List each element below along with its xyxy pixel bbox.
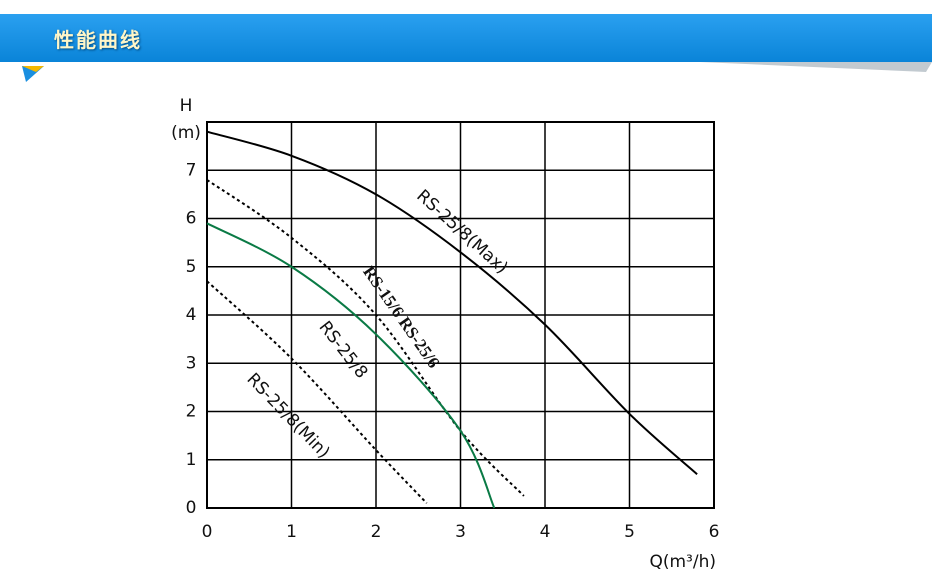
corner-icon: [22, 66, 44, 72]
y-tick-label: 3: [186, 353, 197, 373]
y-tick-label: 0: [186, 498, 197, 518]
curve: [206, 179, 525, 497]
header-title: 性能曲线: [54, 28, 142, 52]
curve-label: RS-15/6 RS-25/6: [359, 263, 443, 372]
x-tick-label: 4: [540, 522, 551, 542]
curve-label: RS-25/8: [315, 317, 372, 382]
y-tick-label: 6: [186, 209, 197, 229]
x-tick-label: 6: [709, 522, 720, 542]
x-tick-label: 1: [286, 522, 297, 542]
y-tick-label: 2: [186, 402, 197, 422]
curve-label: RS-25/8(Min): [242, 369, 333, 462]
y-tick-label: 1: [186, 450, 197, 470]
x-tick-label: 2: [371, 522, 382, 542]
y-axis-label: H: [180, 96, 193, 116]
banner-shadow: [700, 62, 932, 72]
curve-label: RS-25/8(Max): [412, 186, 511, 278]
curve: [206, 222, 496, 509]
y-tick-label: 5: [186, 257, 197, 277]
x-axis-label: Q(m³/h): [649, 552, 716, 572]
x-tick-label: 0: [202, 522, 213, 542]
x-tick-label: 5: [624, 522, 635, 542]
y-axis-label: (m): [171, 123, 201, 143]
y-tick-label: 7: [186, 160, 197, 180]
curve: [206, 280, 428, 504]
y-tick-label: 4: [186, 305, 197, 325]
curve: [206, 130, 698, 475]
header-banner: 性能曲线: [0, 14, 932, 62]
x-tick-label: 3: [455, 522, 466, 542]
